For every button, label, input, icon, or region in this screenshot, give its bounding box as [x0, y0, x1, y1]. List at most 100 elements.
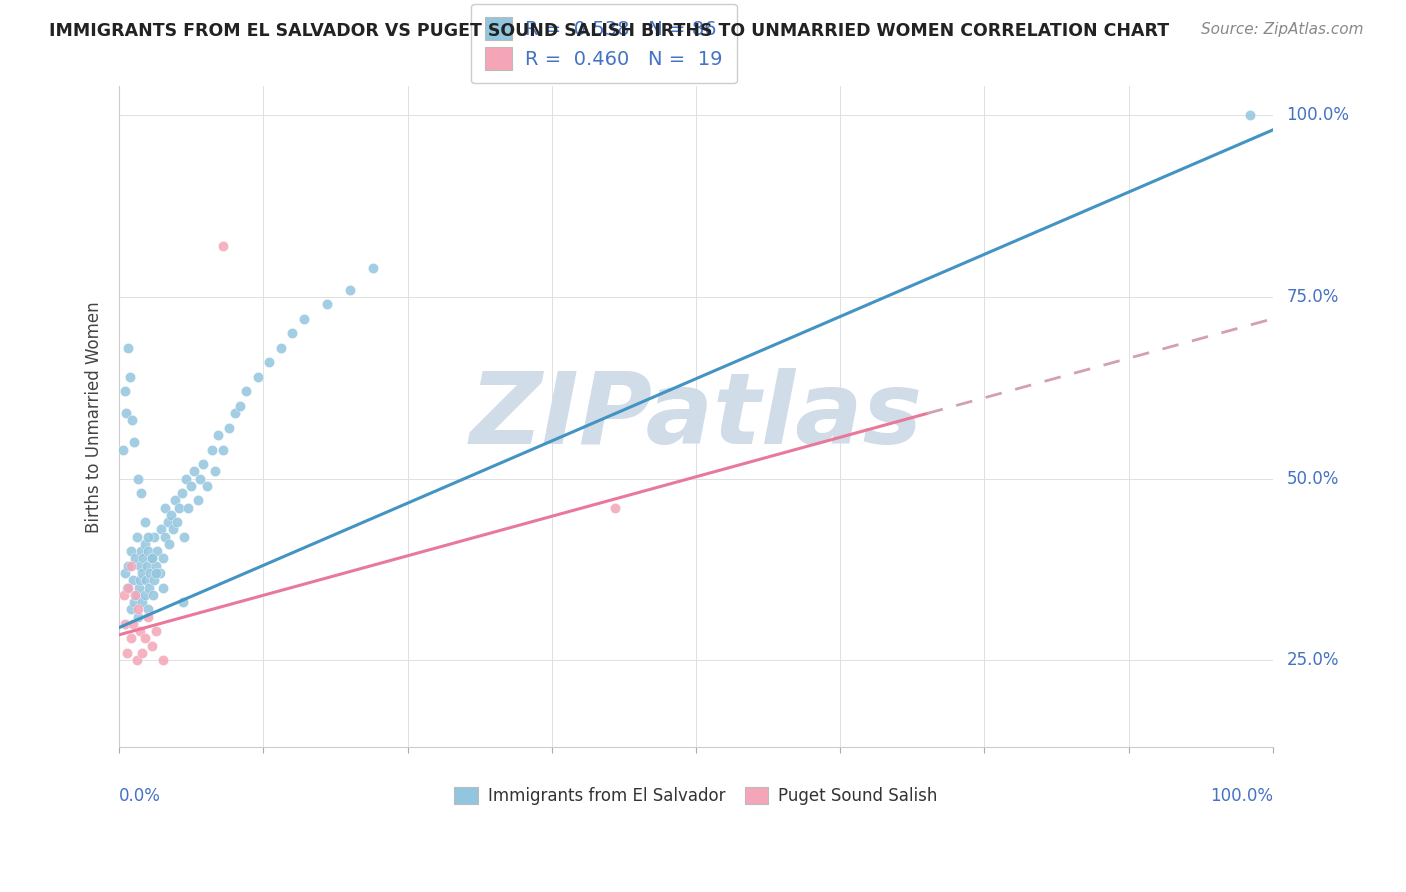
Point [127, 602, 149, 616]
Point [145, 558, 167, 573]
Point [173, 530, 195, 544]
Point [128, 581, 150, 595]
Y-axis label: Births to Unmarried Women: Births to Unmarried Women [86, 301, 103, 533]
Point [207, 428, 229, 442]
Point [141, 639, 163, 653]
Point [152, 653, 174, 667]
Point [155, 500, 177, 515]
Point [136, 602, 159, 616]
Point [121, 413, 143, 427]
Point [257, 355, 280, 369]
Point [316, 297, 339, 311]
Point [114, 566, 136, 580]
Point [180, 479, 202, 493]
Point [135, 574, 157, 588]
Point [131, 595, 153, 609]
Point [127, 472, 149, 486]
Text: 0.0%: 0.0% [120, 787, 162, 805]
Point [114, 384, 136, 399]
Point [125, 588, 148, 602]
Point [212, 239, 235, 253]
Point [361, 260, 384, 275]
Point [129, 544, 152, 558]
Point [246, 370, 269, 384]
Point [166, 515, 188, 529]
Text: 75.0%: 75.0% [1286, 288, 1339, 306]
Point [136, 544, 159, 558]
Point [125, 653, 148, 667]
Point [112, 588, 135, 602]
Point [172, 595, 194, 609]
Point [163, 493, 186, 508]
Point [141, 551, 163, 566]
Point [218, 421, 240, 435]
Point [149, 523, 172, 537]
Point [124, 551, 146, 566]
Point [122, 616, 145, 631]
Point [139, 566, 162, 580]
Point [134, 537, 156, 551]
Point [117, 581, 139, 595]
Point [125, 530, 148, 544]
Point [122, 435, 145, 450]
Text: Source: ZipAtlas.com: Source: ZipAtlas.com [1201, 22, 1364, 37]
Point [136, 609, 159, 624]
Point [292, 311, 315, 326]
Point [170, 486, 193, 500]
Point [134, 632, 156, 646]
Point [229, 399, 252, 413]
Text: 25.0%: 25.0% [1286, 651, 1339, 669]
Point [281, 326, 304, 341]
Point [120, 632, 142, 646]
Point [122, 574, 145, 588]
Point [339, 283, 361, 297]
Point [120, 602, 142, 616]
Point [117, 646, 139, 660]
Point [120, 544, 142, 558]
Point [174, 472, 197, 486]
Point [155, 530, 177, 544]
Point [129, 486, 152, 500]
Point [157, 537, 180, 551]
Point [145, 624, 167, 639]
Point [162, 523, 184, 537]
Text: 50.0%: 50.0% [1286, 469, 1339, 488]
Point [131, 566, 153, 580]
Point [188, 472, 211, 486]
Point [167, 500, 190, 515]
Point [114, 616, 136, 631]
Point [136, 530, 159, 544]
Point [156, 515, 179, 529]
Point [235, 384, 257, 399]
Point [111, 442, 134, 457]
Point [138, 581, 160, 595]
Point [129, 624, 152, 639]
Point [177, 500, 200, 515]
Point [117, 558, 139, 573]
Point [149, 566, 172, 580]
Point [134, 515, 156, 529]
Point [200, 442, 222, 457]
Point [160, 508, 183, 522]
Point [224, 406, 246, 420]
Point [152, 581, 174, 595]
Point [152, 551, 174, 566]
Point [270, 341, 292, 355]
Point [1239, 108, 1261, 122]
Point [120, 558, 142, 573]
Point [117, 581, 139, 595]
Point [117, 341, 139, 355]
Point [124, 588, 146, 602]
Text: IMMIGRANTS FROM EL SALVADOR VS PUGET SOUND SALISH BIRTHS TO UNMARRIED WOMEN CORR: IMMIGRANTS FROM EL SALVADOR VS PUGET SOU… [49, 22, 1170, 40]
Point [187, 493, 209, 508]
Point [118, 370, 141, 384]
Point [142, 574, 165, 588]
Text: 100.0%: 100.0% [1286, 106, 1350, 124]
Point [115, 406, 138, 420]
Point [183, 464, 205, 478]
Point [131, 646, 153, 660]
Point [142, 530, 165, 544]
Point [129, 558, 152, 573]
Text: 100.0%: 100.0% [1209, 787, 1272, 805]
Point [145, 566, 167, 580]
